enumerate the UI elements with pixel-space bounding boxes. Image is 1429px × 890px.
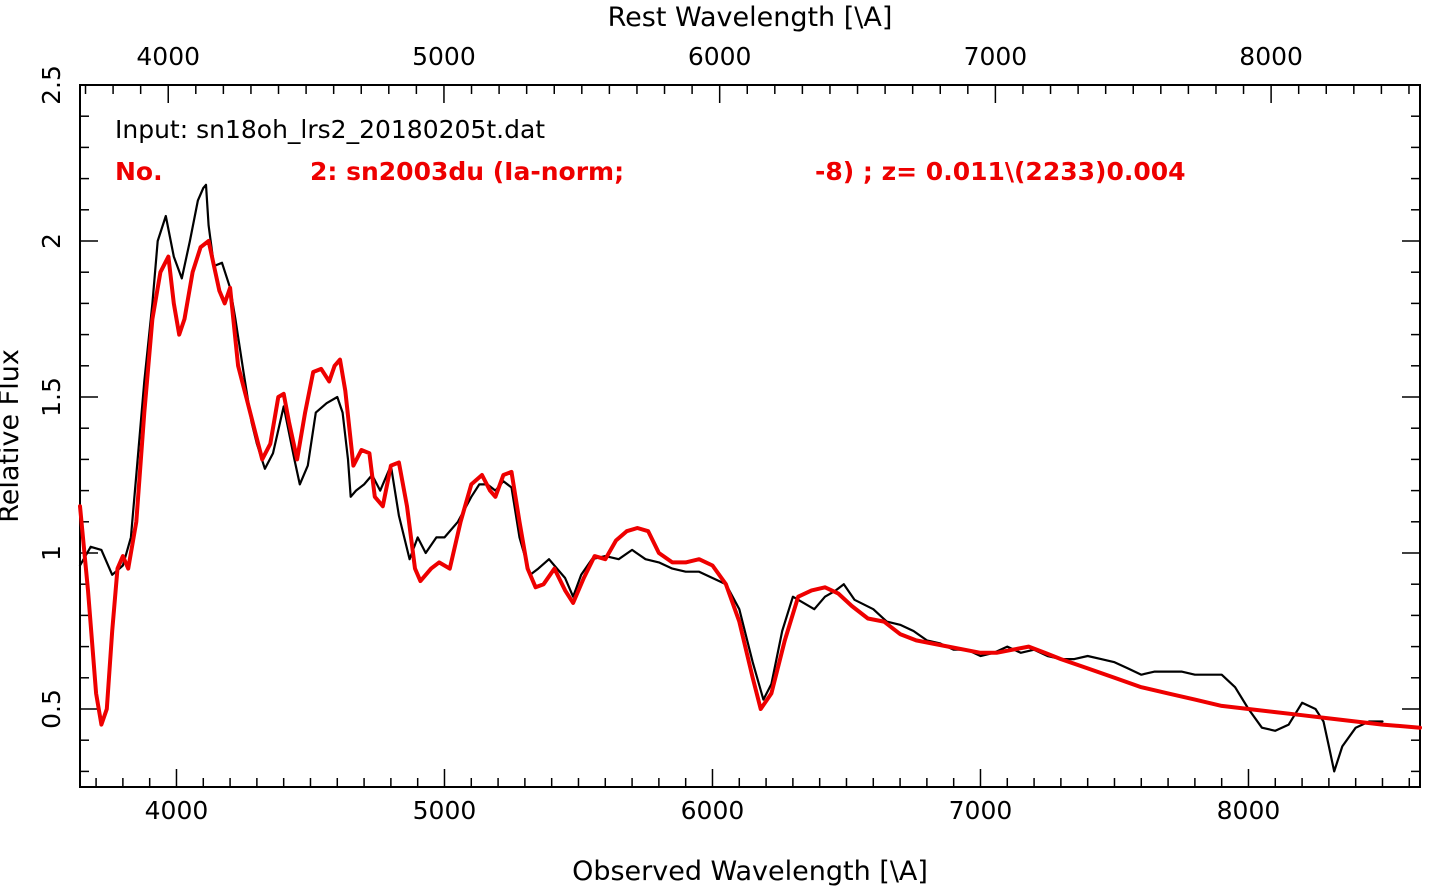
legend-model-phase: -8) ; z= 0.011\(2233)0.004	[815, 157, 1186, 186]
y-tick-label: 0.5	[37, 689, 66, 729]
y-tick-label: 2.5	[37, 65, 66, 105]
axis-ticks	[80, 84, 1420, 787]
x-tick-label: 4000	[145, 796, 209, 825]
top-tick-label: 6000	[688, 42, 752, 71]
legend-model-id: 2: sn2003du (Ia-norm;	[310, 157, 624, 186]
series-input-spectrum	[78, 183, 1384, 773]
legend-input-label: Input: sn18oh_lrs2_20180205t.dat	[115, 115, 545, 144]
axis-tick-labels: 4000 5000 6000 7000 8000 4000 5000 6000 7000 8000…	[37, 42, 1303, 825]
series-layer	[78, 183, 1422, 773]
top-tick-label: 5000	[412, 42, 476, 71]
x-tick-label: 6000	[681, 796, 745, 825]
top-axis-title: Rest Wavelength [\A]	[608, 2, 893, 33]
y-tick-label: 2	[37, 233, 66, 249]
series-template-fit	[78, 239, 1422, 730]
y-tick-label: 1	[37, 545, 66, 561]
x-tick-label: 5000	[413, 796, 477, 825]
top-tick-label: 7000	[964, 42, 1028, 71]
y-axis-title: Relative Flux	[0, 349, 25, 523]
top-tick-label: 4000	[136, 42, 200, 71]
x-axis-title: Observed Wavelength [\A]	[572, 856, 928, 887]
plot-frame	[79, 84, 1421, 788]
x-tick-label: 7000	[949, 796, 1013, 825]
top-tick-label: 8000	[1239, 42, 1303, 71]
x-tick-label: 8000	[1217, 796, 1281, 825]
legend-model-number: No.	[115, 157, 163, 186]
y-tick-label: 1.5	[37, 377, 66, 417]
